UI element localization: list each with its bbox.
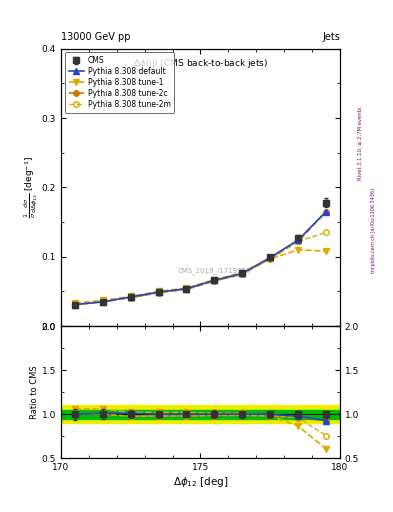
Pythia 8.308 tune-1 <box>240 270 245 276</box>
Text: Rivet 3.1.10, ≥ 2.7M events: Rivet 3.1.10, ≥ 2.7M events <box>358 106 363 180</box>
Pythia 8.308 tune-2c <box>212 278 217 284</box>
Line: Pythia 8.308 tune-2c: Pythia 8.308 tune-2c <box>72 209 329 307</box>
Pythia 8.308 tune-1 <box>296 247 301 253</box>
Text: CMS_2019_I1719955: CMS_2019_I1719955 <box>178 267 251 274</box>
Pythia 8.308 tune-2m <box>129 294 133 301</box>
Pythia 8.308 tune-2m <box>184 286 189 292</box>
Pythia 8.308 default <box>240 270 245 276</box>
Pythia 8.308 tune-2c <box>101 299 105 305</box>
Pythia 8.308 default <box>101 299 105 305</box>
Pythia 8.308 tune-2m <box>240 271 245 277</box>
Pythia 8.308 tune-1 <box>212 276 217 283</box>
Bar <box>61 410 340 419</box>
Pythia 8.308 tune-1 <box>324 248 329 254</box>
Bar <box>61 406 340 423</box>
Pythia 8.308 tune-2c <box>296 239 301 245</box>
Pythia 8.308 tune-2m <box>101 299 105 305</box>
Pythia 8.308 tune-1 <box>184 285 189 291</box>
Y-axis label: Ratio to CMS: Ratio to CMS <box>30 366 39 419</box>
Pythia 8.308 default <box>268 254 273 261</box>
Pythia 8.308 tune-2c <box>324 208 329 215</box>
Line: Pythia 8.308 tune-1: Pythia 8.308 tune-1 <box>72 247 329 306</box>
Line: Pythia 8.308 default: Pythia 8.308 default <box>72 209 329 307</box>
X-axis label: $\Delta\phi_{12}$ [deg]: $\Delta\phi_{12}$ [deg] <box>173 475 228 489</box>
Pythia 8.308 default <box>73 302 77 308</box>
Pythia 8.308 tune-2c <box>73 302 77 308</box>
Pythia 8.308 tune-1 <box>73 300 77 306</box>
Y-axis label: $\frac{1}{\sigma}\frac{d\sigma}{d\Delta\phi_{12}}$ [deg$^{-1}$]: $\frac{1}{\sigma}\frac{d\sigma}{d\Delta\… <box>23 156 40 219</box>
Text: mcplots.cern.ch [arXiv:1306.3436]: mcplots.cern.ch [arXiv:1306.3436] <box>371 188 376 273</box>
Pythia 8.308 default <box>212 278 217 284</box>
Pythia 8.308 tune-2m <box>296 239 301 245</box>
Text: Jets: Jets <box>322 32 340 42</box>
Pythia 8.308 tune-2c <box>129 294 133 301</box>
Pythia 8.308 tune-2c <box>268 256 273 262</box>
Pythia 8.308 tune-2m <box>212 278 217 284</box>
Pythia 8.308 default <box>324 208 329 215</box>
Pythia 8.308 tune-2c <box>184 286 189 292</box>
Pythia 8.308 tune-1 <box>129 293 133 300</box>
Pythia 8.308 tune-2c <box>240 271 245 277</box>
Legend: CMS, Pythia 8.308 default, Pythia 8.308 tune-1, Pythia 8.308 tune-2c, Pythia 8.3: CMS, Pythia 8.308 default, Pythia 8.308 … <box>65 52 174 113</box>
Text: $\Delta\phi$(jj) (CMS back-to-back jets): $\Delta\phi$(jj) (CMS back-to-back jets) <box>133 57 268 70</box>
Pythia 8.308 default <box>296 237 301 243</box>
Pythia 8.308 default <box>156 289 161 295</box>
Text: 13000 GeV pp: 13000 GeV pp <box>61 32 130 42</box>
Line: Pythia 8.308 tune-2m: Pythia 8.308 tune-2m <box>72 230 329 307</box>
Pythia 8.308 tune-2m <box>268 256 273 262</box>
Pythia 8.308 default <box>129 294 133 300</box>
Pythia 8.308 tune-2m <box>156 290 161 296</box>
Pythia 8.308 tune-1 <box>268 256 273 262</box>
Pythia 8.308 tune-1 <box>156 288 161 294</box>
Pythia 8.308 default <box>184 286 189 292</box>
Pythia 8.308 tune-2m <box>324 229 329 236</box>
Pythia 8.308 tune-1 <box>101 297 105 304</box>
Pythia 8.308 tune-2c <box>156 290 161 296</box>
Pythia 8.308 tune-2m <box>73 302 77 308</box>
